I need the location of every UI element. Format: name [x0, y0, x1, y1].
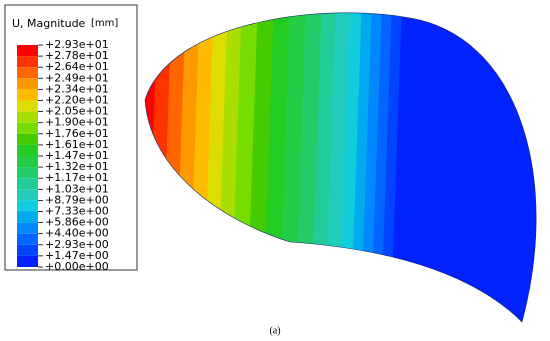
legend-label: +2.78e+01 [45, 49, 109, 62]
legend-swatch [17, 67, 38, 79]
legend-swatch [17, 211, 38, 223]
legend-swatch [17, 167, 38, 179]
legend-label: +2.93e+01 [45, 38, 109, 51]
contour-band [146, 12, 176, 322]
legend-label: +2.93e+00 [45, 238, 109, 251]
caption: (a) [269, 325, 280, 336]
contour-plot [145, 12, 537, 322]
legend-label: +1.32e+01 [45, 160, 109, 173]
legend-swatch [17, 111, 38, 123]
legend-label: +1.61e+01 [45, 138, 109, 151]
legend-swatch [17, 200, 38, 212]
contour-band [145, 12, 162, 322]
legend-label: +2.34e+01 [45, 82, 109, 95]
legend-label: +8.79e+00 [45, 193, 109, 206]
legend-label: +1.03e+01 [45, 182, 109, 195]
legend-swatch [17, 133, 38, 145]
legend-swatch [17, 189, 38, 201]
legend-label: +4.40e+00 [45, 227, 109, 240]
legend-swatch [17, 244, 38, 256]
legend-swatch [17, 100, 38, 112]
legend-swatch [17, 222, 38, 234]
legend-swatch [17, 56, 38, 68]
legend-swatch [17, 233, 38, 245]
legend-swatch [17, 45, 38, 57]
shape-outline [144, 12, 537, 323]
legend-label: +2.64e+01 [45, 60, 109, 73]
legend-label: +1.47e+00 [45, 249, 109, 262]
legend-label: +1.17e+01 [45, 171, 109, 184]
legend-label: +1.47e+01 [45, 149, 109, 162]
legend-swatch [17, 255, 38, 267]
legend-label: +2.20e+01 [45, 94, 109, 107]
legend-label: +0.00e+00 [45, 260, 109, 273]
legend-label: +1.90e+01 [45, 116, 109, 129]
legend-swatch [17, 122, 38, 134]
legend-label: +7.33e+00 [45, 205, 109, 218]
legend-label: +2.49e+01 [45, 71, 109, 84]
legend-unit: [mm] [91, 18, 118, 29]
legend-label: +5.86e+00 [45, 216, 109, 229]
legend-swatch [17, 178, 38, 190]
legend-swatch [17, 89, 38, 101]
legend-label: +2.05e+01 [45, 105, 109, 118]
contour-band [390, 12, 537, 322]
legend-title: U, Magnitude [12, 17, 86, 30]
legend-swatch [17, 78, 38, 90]
legend-swatch [17, 144, 38, 156]
legend-swatch [17, 156, 38, 168]
legend-label: +1.76e+01 [45, 127, 109, 140]
